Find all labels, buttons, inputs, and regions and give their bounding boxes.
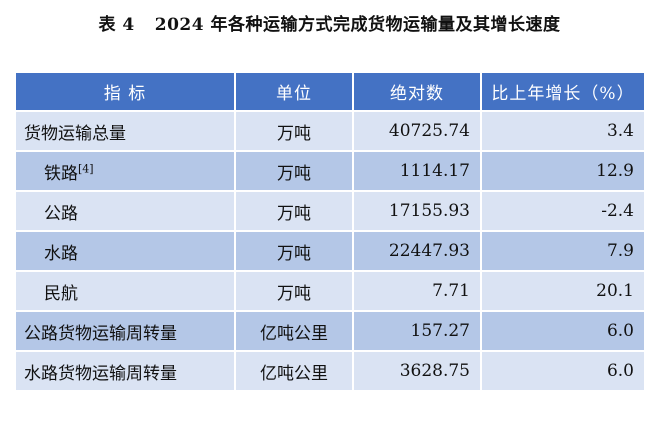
row-value: 22447.93 — [354, 230, 482, 270]
table-caption: 2024 年各种运输方式完成货物运输量及其增长速度 — [154, 15, 561, 35]
header-row: 指 标 单位 绝对数 比上年增长（%） — [16, 73, 644, 110]
row-name: 公路货物运输周转量 — [16, 310, 236, 350]
row-growth: 20.1 — [482, 270, 644, 310]
table-title: 表 4 2024 年各种运输方式完成货物运输量及其增长速度 — [0, 10, 659, 35]
row-unit: 亿吨公里 — [236, 350, 354, 390]
row-unit: 万吨 — [236, 150, 354, 190]
row-value: 17155.93 — [354, 190, 482, 230]
table-row: 货物运输总量 万吨 40725.74 3.4 — [16, 110, 644, 150]
table-row: 水路货物运输周转量 亿吨公里 3628.75 6.0 — [16, 350, 644, 390]
row-value: 1114.17 — [354, 150, 482, 190]
table-row: 铁路[4] 万吨 1114.17 12.9 — [16, 150, 644, 190]
row-growth: 6.0 — [482, 310, 644, 350]
row-unit: 万吨 — [236, 110, 354, 150]
row-value: 157.27 — [354, 310, 482, 350]
table-row: 水路 万吨 22447.93 7.9 — [16, 230, 644, 270]
row-growth: 7.9 — [482, 230, 644, 270]
row-unit: 亿吨公里 — [236, 310, 354, 350]
row-name: 货物运输总量 — [16, 110, 236, 150]
row-name: 水路 — [16, 230, 236, 270]
row-name: 铁路 — [44, 163, 78, 184]
row-value: 40725.74 — [354, 110, 482, 150]
row-growth: 12.9 — [482, 150, 644, 190]
row-name-cell: 铁路[4] — [16, 150, 236, 190]
row-growth: 3.4 — [482, 110, 644, 150]
table-row: 公路货物运输周转量 亿吨公里 157.27 6.0 — [16, 310, 644, 350]
header-indicator: 指 标 — [16, 73, 236, 110]
row-name: 民航 — [16, 270, 236, 310]
header-growth: 比上年增长（%） — [482, 73, 644, 110]
table-row: 公路 万吨 17155.93 -2.4 — [16, 190, 644, 230]
row-name: 公路 — [16, 190, 236, 230]
footnote-ref: [4] — [78, 161, 94, 175]
row-value: 3628.75 — [354, 350, 482, 390]
row-unit: 万吨 — [236, 230, 354, 270]
row-unit: 万吨 — [236, 190, 354, 230]
row-value: 7.71 — [354, 270, 482, 310]
row-name: 水路货物运输周转量 — [16, 350, 236, 390]
header-unit: 单位 — [236, 73, 354, 110]
freight-table: 指 标 单位 绝对数 比上年增长（%） 货物运输总量 万吨 40725.74 3… — [16, 73, 644, 390]
table-row: 民航 万吨 7.71 20.1 — [16, 270, 644, 310]
table-number: 表 4 — [98, 15, 135, 35]
header-absolute: 绝对数 — [354, 73, 482, 110]
row-unit: 万吨 — [236, 270, 354, 310]
row-growth: -2.4 — [482, 190, 644, 230]
row-growth: 6.0 — [482, 350, 644, 390]
